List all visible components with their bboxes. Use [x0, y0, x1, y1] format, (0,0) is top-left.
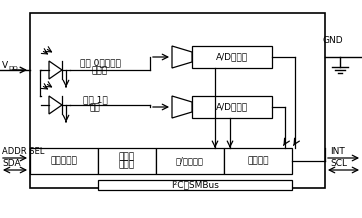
Bar — [192, 96, 272, 118]
Text: SDA: SDA — [2, 160, 21, 169]
Text: SCL: SCL — [330, 160, 347, 169]
Text: 命令字: 命令字 — [119, 153, 135, 162]
Bar — [98, 148, 156, 174]
Text: 中断输出: 中断输出 — [247, 157, 269, 165]
Bar — [224, 148, 292, 174]
Bar — [30, 148, 98, 174]
Bar — [98, 180, 292, 190]
Polygon shape — [172, 46, 192, 68]
Polygon shape — [172, 96, 192, 118]
Bar — [30, 13, 325, 188]
Text: INT: INT — [330, 148, 345, 157]
Text: ADDR SEL: ADDR SEL — [2, 148, 45, 157]
Text: 数/模转换器: 数/模转换器 — [176, 157, 204, 165]
Text: 和红外: 和红外 — [92, 66, 108, 75]
Text: 通道 0：可见光: 通道 0：可见光 — [80, 58, 121, 68]
Text: A/D转换器: A/D转换器 — [216, 102, 248, 111]
Bar — [156, 148, 224, 174]
Text: GND: GND — [323, 36, 343, 44]
Text: DD: DD — [8, 65, 18, 70]
Text: 地址选择端: 地址选择端 — [51, 157, 77, 165]
Text: A/D转换器: A/D转换器 — [216, 53, 248, 61]
Text: 红外: 红外 — [90, 104, 100, 112]
Text: 寄存器: 寄存器 — [119, 160, 135, 170]
Text: V: V — [2, 61, 8, 70]
Text: 通道 1：: 通道 1： — [83, 95, 108, 104]
Text: I²C或SMBus: I²C或SMBus — [171, 181, 219, 189]
Bar — [192, 46, 272, 68]
